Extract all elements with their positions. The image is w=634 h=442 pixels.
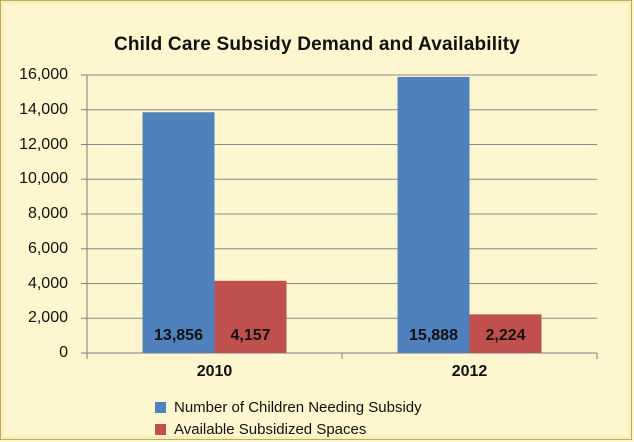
legend-label-series-1: Available Subsidized Spaces xyxy=(174,420,367,438)
legend-item-series-0: Number of Children Needing Subsidy xyxy=(155,396,422,418)
x-tick-label: 2012 xyxy=(451,363,488,380)
y-tick-label: 0 xyxy=(59,344,68,361)
y-tick-label: 8,000 xyxy=(27,205,68,222)
y-tick-label: 12,000 xyxy=(19,135,68,153)
bar-available-subsidized-spaces-2012 xyxy=(469,314,542,353)
y-tick-label: 10,000 xyxy=(19,170,68,188)
y-tick-label: 14,000 xyxy=(19,100,68,118)
x-tick-label: 2010 xyxy=(196,363,233,380)
data-label: 4,157 xyxy=(230,327,271,344)
chart-legend: Number of Children Needing Subsidy Avail… xyxy=(155,396,422,440)
bar-available-subsidized-spaces-2010 xyxy=(214,280,287,353)
legend-swatch-series-0 xyxy=(155,401,166,413)
legend-label-series-0: Number of Children Needing Subsidy xyxy=(174,398,422,416)
data-label: 2,224 xyxy=(485,327,526,344)
legend-item-series-1: Available Subsidized Spaces xyxy=(155,418,422,440)
bar-number-of-children-needing-subsidy-2010 xyxy=(142,112,215,353)
data-label: 13,856 xyxy=(154,327,203,344)
y-tick-label: 16,000 xyxy=(19,66,68,83)
y-tick-label: 2,000 xyxy=(27,309,68,327)
legend-swatch-series-1 xyxy=(155,423,166,435)
data-label: 15,888 xyxy=(409,327,458,344)
y-tick-label: 4,000 xyxy=(27,274,68,292)
bar-number-of-children-needing-subsidy-2012 xyxy=(397,76,470,354)
y-tick-label: 6,000 xyxy=(27,239,68,257)
chart-title: Child Care Subsidy Demand and Availabili… xyxy=(113,34,521,55)
